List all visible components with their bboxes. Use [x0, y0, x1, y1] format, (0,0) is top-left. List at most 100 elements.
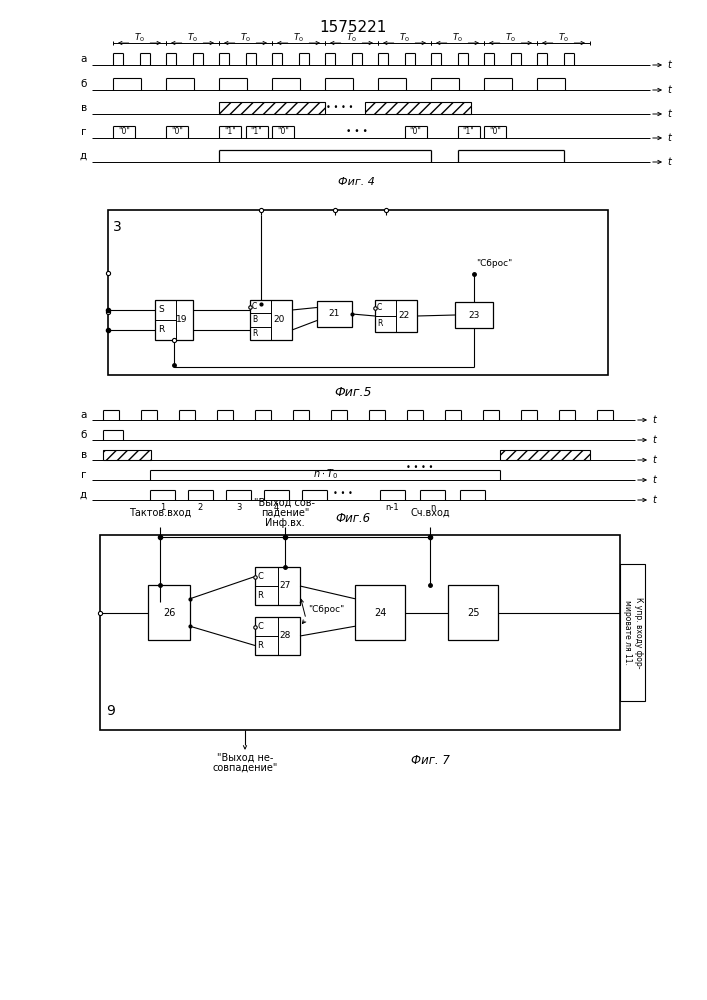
Text: 2: 2 [198, 503, 203, 512]
Text: 19: 19 [176, 316, 187, 324]
Text: Сч.вход: Сч.вход [410, 508, 450, 518]
Text: R: R [158, 326, 164, 334]
Text: 26: 26 [163, 607, 175, 617]
Text: "Выход не-: "Выход не- [217, 753, 273, 763]
Bar [255, 567, 300, 605]
Text: "0": "0" [171, 126, 183, 135]
Text: • • •: • • • [346, 126, 368, 135]
Text: в: в [81, 103, 87, 113]
Text: "Сброс": "Сброс" [476, 259, 513, 268]
Bar [250, 300, 292, 340]
Bar [620, 564, 645, 701]
Bar [148, 585, 190, 640]
Text: 20: 20 [273, 316, 284, 324]
Bar [155, 300, 193, 340]
Text: 25: 25 [467, 607, 479, 617]
Text: R: R [257, 641, 263, 650]
Text: t: t [652, 495, 656, 505]
Text: t: t [667, 85, 671, 95]
Text: в: в [81, 450, 87, 460]
Text: 28: 28 [280, 632, 291, 641]
Text: г: г [81, 127, 87, 137]
Text: 23: 23 [468, 310, 479, 320]
Text: 27: 27 [280, 582, 291, 590]
Text: $T_0$: $T_0$ [293, 32, 304, 44]
Text: • • • •: • • • • [407, 462, 433, 472]
Text: $T_0$: $T_0$ [240, 32, 251, 44]
Bar [100, 535, 620, 730]
Text: Фиг.6: Фиг.6 [335, 512, 370, 524]
Text: t: t [667, 133, 671, 143]
Text: б: б [81, 430, 87, 440]
Bar [108, 210, 608, 375]
Text: "0": "0" [489, 126, 501, 135]
Text: д: д [80, 151, 87, 161]
Text: "1": "1" [462, 126, 474, 135]
Text: t: t [667, 157, 671, 167]
Text: $T_0$: $T_0$ [505, 32, 516, 44]
Text: 22: 22 [398, 312, 409, 320]
Text: "1": "1" [250, 126, 262, 135]
Text: а: а [81, 410, 87, 420]
Text: 1: 1 [160, 503, 165, 512]
Text: S: S [158, 306, 164, 314]
Text: $T_0$: $T_0$ [187, 32, 198, 44]
Text: n-1: n-1 [386, 503, 399, 512]
Text: 21: 21 [329, 310, 340, 318]
Text: 9: 9 [106, 704, 115, 718]
Text: R: R [377, 320, 382, 328]
Bar [448, 585, 498, 640]
Text: t: t [667, 109, 671, 119]
Bar [355, 585, 405, 640]
Text: Фиг. 7: Фиг. 7 [411, 754, 450, 766]
Text: t: t [652, 415, 656, 425]
Text: Фиг.5: Фиг.5 [334, 385, 372, 398]
Text: К упр. входу фор-
мировате ля 11.: К упр. входу фор- мировате ля 11. [624, 597, 643, 668]
Text: • • •: • • • [333, 489, 353, 498]
Text: $T_0$: $T_0$ [452, 32, 463, 44]
Text: падение": падение" [261, 508, 309, 518]
Text: n: n [430, 503, 436, 512]
Text: "Сброс": "Сброс" [308, 604, 344, 613]
Text: 24: 24 [374, 607, 386, 617]
Text: б: б [81, 79, 87, 89]
Text: $T_0$: $T_0$ [346, 32, 357, 44]
Text: t: t [652, 455, 656, 465]
Text: Инф.вх.: Инф.вх. [265, 518, 305, 528]
Bar [375, 300, 417, 332]
Text: "Выход сов-: "Выход сов- [255, 498, 315, 508]
Text: 3: 3 [113, 220, 122, 234]
Text: Тактов.вход: Тактов.вход [129, 508, 191, 518]
Text: 3: 3 [236, 503, 241, 512]
Text: "0": "0" [277, 126, 289, 135]
Bar [365, 102, 471, 114]
Text: t: t [652, 435, 656, 445]
Text: R: R [252, 329, 257, 338]
Text: "1": "1" [224, 126, 236, 135]
Text: • • • •: • • • • [327, 104, 354, 112]
Text: C: C [252, 302, 257, 311]
Text: а: а [81, 54, 87, 64]
Text: "0": "0" [409, 126, 421, 135]
Bar [317, 301, 352, 327]
Text: совпадение": совпадение" [212, 763, 278, 773]
Text: R: R [257, 591, 263, 600]
Bar [219, 102, 325, 114]
Text: C: C [257, 572, 263, 581]
Text: $T_0$: $T_0$ [134, 32, 145, 44]
Bar [455, 302, 493, 328]
Text: Фиг. 4: Фиг. 4 [331, 177, 375, 187]
Text: "0": "0" [118, 126, 130, 135]
Bar [500, 450, 590, 460]
Text: $n \cdot T_0$: $n \cdot T_0$ [312, 467, 337, 481]
Bar [255, 617, 300, 655]
Text: г: г [81, 470, 87, 480]
Text: $T_0$: $T_0$ [558, 32, 569, 44]
Text: 4: 4 [274, 503, 279, 512]
Text: C: C [377, 304, 382, 312]
Text: 1575221: 1575221 [320, 20, 387, 35]
Text: B: B [252, 316, 257, 324]
Text: $T_0$: $T_0$ [399, 32, 410, 44]
Text: t: t [667, 60, 671, 70]
Text: д: д [80, 490, 87, 500]
